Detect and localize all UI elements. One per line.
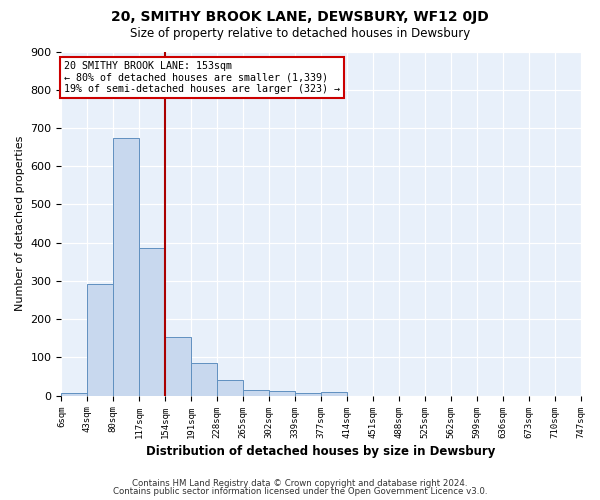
Bar xyxy=(191,363,217,396)
Bar xyxy=(139,248,165,396)
Text: Size of property relative to detached houses in Dewsbury: Size of property relative to detached ho… xyxy=(130,28,470,40)
Text: Contains HM Land Registry data © Crown copyright and database right 2024.: Contains HM Land Registry data © Crown c… xyxy=(132,478,468,488)
Bar xyxy=(322,392,347,396)
Bar xyxy=(165,338,191,396)
Bar xyxy=(88,284,113,396)
Text: Contains public sector information licensed under the Open Government Licence v3: Contains public sector information licen… xyxy=(113,487,487,496)
X-axis label: Distribution of detached houses by size in Dewsbury: Distribution of detached houses by size … xyxy=(146,444,496,458)
Bar xyxy=(113,138,139,396)
Text: 20 SMITHY BROOK LANE: 153sqm
← 80% of detached houses are smaller (1,339)
19% of: 20 SMITHY BROOK LANE: 153sqm ← 80% of de… xyxy=(64,61,340,94)
Bar xyxy=(217,380,243,396)
Bar xyxy=(295,393,320,396)
Y-axis label: Number of detached properties: Number of detached properties xyxy=(15,136,25,311)
Bar xyxy=(243,390,269,396)
Bar xyxy=(61,392,88,396)
Text: 20, SMITHY BROOK LANE, DEWSBURY, WF12 0JD: 20, SMITHY BROOK LANE, DEWSBURY, WF12 0J… xyxy=(111,10,489,24)
Bar xyxy=(269,391,295,396)
